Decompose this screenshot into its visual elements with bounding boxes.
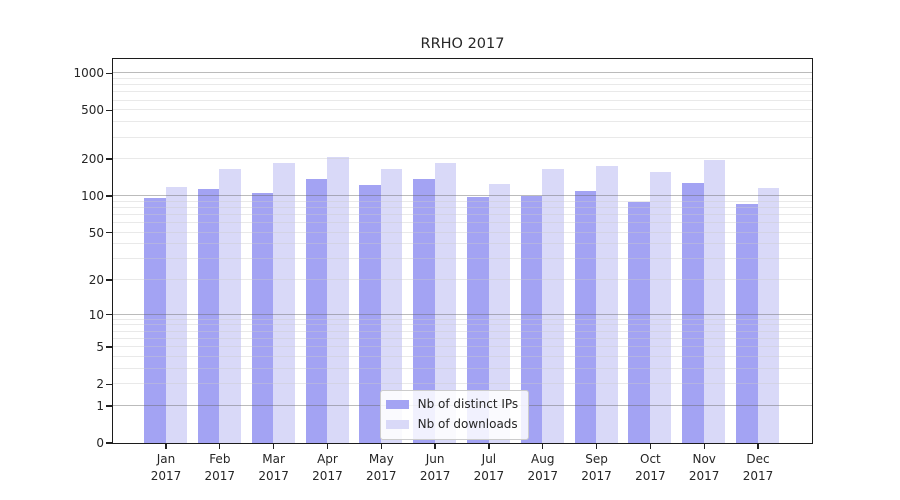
x-tick-label-dec: Dec 2017 bbox=[742, 452, 774, 483]
bar-nov-distinct-ips bbox=[682, 182, 704, 443]
bar-jun-downloads bbox=[434, 162, 457, 443]
x-tick-mark bbox=[542, 444, 544, 450]
bar-sep-downloads bbox=[596, 166, 618, 443]
y-tick-label: 2 bbox=[96, 377, 104, 392]
y-tick-label: 10 bbox=[88, 307, 104, 322]
bar-aug-downloads bbox=[542, 168, 564, 443]
minor-gridline bbox=[112, 91, 812, 93]
bar-jul-downloads bbox=[488, 184, 510, 443]
bar-jun-distinct-ips bbox=[413, 179, 435, 443]
x-tick-label-aug: Aug 2017 bbox=[527, 452, 558, 483]
legend-swatch-downloads bbox=[385, 420, 409, 430]
y-tick-label: 5 bbox=[96, 340, 104, 355]
legend-item-downloads: Nb of downloads bbox=[385, 417, 519, 432]
minor-gridline bbox=[112, 77, 812, 79]
x-tick-label-jun: Jun 2017 bbox=[419, 452, 451, 483]
x-tick-label-jul: Jul 2017 bbox=[473, 452, 505, 483]
x-tick-mark bbox=[595, 444, 598, 450]
minor-gridline bbox=[112, 99, 812, 101]
bar-jan-downloads bbox=[165, 187, 188, 443]
y-tick-mark bbox=[106, 442, 112, 444]
legend-item-distinct-ips: Nb of distinct IPs bbox=[385, 397, 519, 412]
y-tick-mark bbox=[106, 109, 112, 111]
x-tick-label-mar: Mar 2017 bbox=[258, 452, 289, 483]
y-tick-mark bbox=[106, 383, 112, 385]
x-tick-mark bbox=[380, 444, 382, 450]
bar-apr-distinct-ips bbox=[305, 179, 328, 443]
x-tick-label-nov: Nov 2017 bbox=[688, 452, 720, 483]
major-gridline bbox=[112, 72, 812, 74]
x-tick-mark bbox=[219, 444, 221, 450]
legend: Nb of distinct IPs Nb of downloads bbox=[379, 390, 530, 441]
y-tick-mark bbox=[106, 314, 112, 316]
bar-mar-distinct-ips bbox=[251, 193, 274, 443]
x-tick-mark bbox=[165, 444, 167, 450]
y-tick-mark bbox=[106, 346, 112, 348]
y-tick-mark bbox=[106, 72, 112, 74]
x-tick-mark bbox=[326, 444, 329, 450]
minor-gridline bbox=[112, 109, 812, 111]
y-tick-label: 500 bbox=[81, 103, 104, 118]
legend-label-downloads: Nb of downloads bbox=[417, 417, 518, 432]
x-tick-label-oct: Oct 2017 bbox=[635, 452, 666, 483]
x-tick-label-apr: Apr 2017 bbox=[312, 452, 343, 483]
bar-feb-downloads bbox=[219, 168, 241, 443]
y-tick-label: 200 bbox=[81, 152, 104, 167]
x-tick-mark bbox=[649, 444, 652, 450]
plot-area: Nb of distinct IPs Nb of downloads bbox=[111, 58, 813, 444]
y-tick-mark bbox=[106, 158, 112, 160]
y-tick-label: 1 bbox=[96, 398, 104, 413]
x-tick-label-may: May 2017 bbox=[365, 452, 397, 483]
bar-may-distinct-ips bbox=[359, 185, 381, 443]
bar-feb-distinct-ips bbox=[197, 189, 220, 443]
bar-may-downloads bbox=[380, 168, 403, 443]
x-tick-mark bbox=[703, 444, 705, 450]
legend-swatch-distinct-ips bbox=[385, 400, 409, 410]
y-tick-label: 1000 bbox=[73, 66, 104, 81]
y-tick-label: 50 bbox=[88, 225, 104, 240]
bar-aug-distinct-ips bbox=[520, 195, 543, 443]
y-tick-mark bbox=[106, 231, 112, 234]
bar-dec-distinct-ips bbox=[736, 203, 758, 443]
y-tick-label: 100 bbox=[81, 188, 104, 203]
bar-oct-downloads bbox=[649, 171, 672, 443]
bar-mar-downloads bbox=[273, 162, 295, 443]
x-tick-label-jan: Jan 2017 bbox=[150, 452, 182, 483]
bar-nov-downloads bbox=[703, 159, 726, 443]
y-tick-label: 20 bbox=[88, 273, 104, 288]
legend-label-distinct-ips: Nb of distinct IPs bbox=[417, 397, 519, 412]
chart-title: RRHO 2017 bbox=[420, 36, 505, 52]
bar-oct-distinct-ips bbox=[628, 201, 650, 443]
bar-apr-downloads bbox=[327, 157, 349, 443]
y-tick-mark bbox=[106, 195, 112, 197]
minor-gridline bbox=[112, 121, 812, 123]
bar-sep-distinct-ips bbox=[574, 190, 597, 443]
y-tick-label: 0 bbox=[96, 436, 104, 450]
minor-gridline bbox=[112, 136, 812, 138]
x-tick-label-sep: Sep 2017 bbox=[581, 452, 612, 483]
y-tick-mark bbox=[106, 405, 112, 407]
bar-jul-distinct-ips bbox=[467, 196, 489, 443]
minor-gridline bbox=[112, 84, 812, 86]
x-tick-mark bbox=[434, 444, 436, 450]
x-tick-mark bbox=[757, 444, 759, 450]
x-tick-mark bbox=[488, 444, 490, 450]
x-tick-label-feb: Feb 2017 bbox=[204, 452, 236, 483]
x-tick-mark bbox=[272, 444, 275, 450]
bar-dec-downloads bbox=[757, 187, 780, 443]
bar-jan-distinct-ips bbox=[144, 197, 166, 443]
y-tick-mark bbox=[106, 279, 112, 281]
